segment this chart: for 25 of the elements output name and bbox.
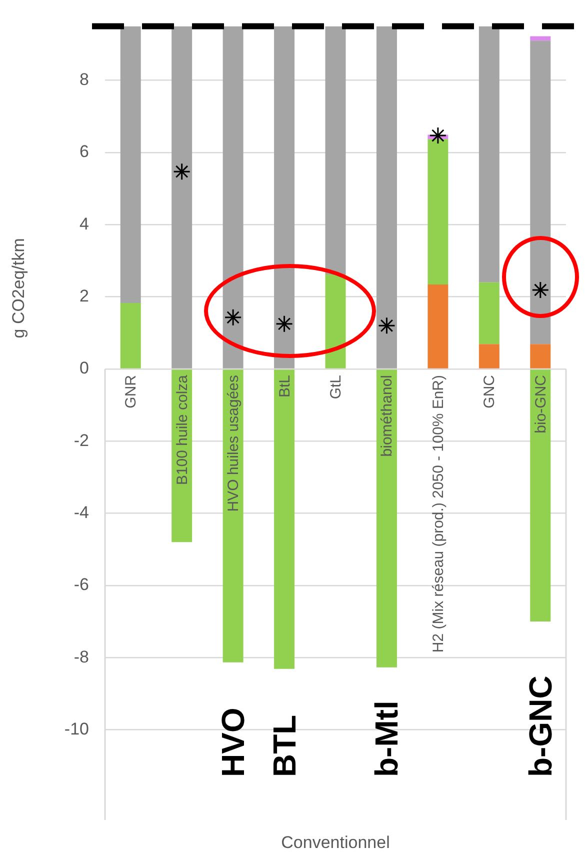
- y-tick-label: 4: [80, 214, 89, 234]
- annotation: HVO: [215, 708, 252, 777]
- y-tick-label: -10: [64, 719, 89, 738]
- y-tick-label: -4: [74, 502, 89, 522]
- y-tick-label: 8: [80, 70, 89, 90]
- x-tick-label: GNC: [481, 374, 498, 408]
- x-tick-label: H2 (Mix réseau (prod.) 2050 - 100% EnR): [430, 374, 447, 653]
- x-tick-label: B100 huile colza: [174, 374, 191, 486]
- x-tick-label: GtL: [328, 374, 344, 400]
- x-tick-label: biométhanol: [378, 374, 396, 457]
- x-tick-label: bio-GNC: [532, 374, 550, 434]
- y-tick-label: 6: [80, 142, 89, 162]
- y-tick-label: 0: [80, 358, 89, 378]
- y-tick-label: 2: [80, 286, 89, 306]
- x-tick-label: GNR: [122, 374, 140, 408]
- y-tick-label: -6: [74, 575, 89, 594]
- x-axis-title: Conventionnel: [281, 833, 390, 852]
- y-tick-label: -2: [74, 430, 89, 450]
- x-tick-label: BtL: [276, 374, 294, 398]
- annotation: b-GNC: [522, 676, 558, 777]
- y-tick-label: -8: [74, 647, 89, 666]
- x-tick-label: HVO huiles usagées: [225, 374, 242, 512]
- annotation: b-Mtl: [368, 700, 405, 777]
- y-axis-title: g CO2eq/tkm: [9, 238, 28, 338]
- annotation: BTL: [266, 714, 302, 777]
